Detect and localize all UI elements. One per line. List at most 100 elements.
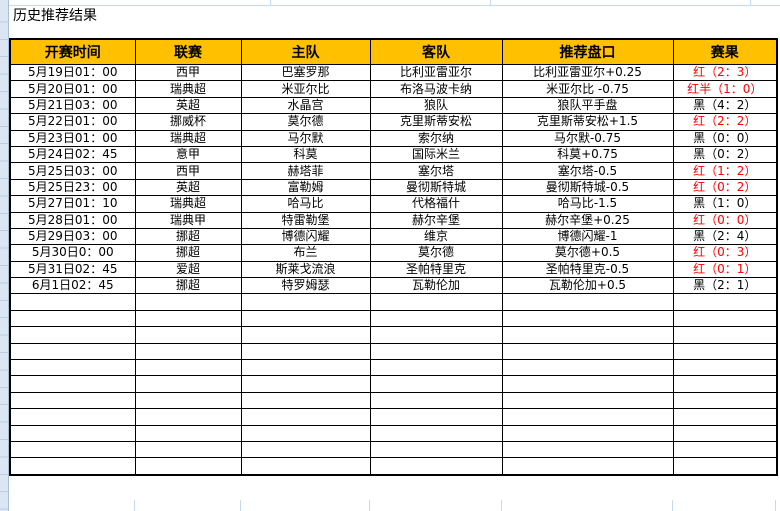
- empty-cell[interactable]: [672, 408, 778, 426]
- empty-cell[interactable]: [672, 309, 778, 328]
- cell-result[interactable]: 黑（0：2）: [672, 145, 778, 164]
- cell-result[interactable]: 黑（4：2）: [672, 96, 778, 115]
- empty-cell[interactable]: [501, 424, 674, 442]
- cell-handicap[interactable]: 哈马比-1.5: [501, 195, 674, 213]
- empty-cell[interactable]: [672, 293, 778, 311]
- empty-cell[interactable]: [672, 440, 778, 459]
- empty-cell[interactable]: [369, 326, 503, 344]
- cell-away-team[interactable]: 布洛马波卡纳: [369, 80, 503, 98]
- cell-handicap[interactable]: 米亚尔比 -0.75: [501, 80, 674, 98]
- column-header-handicap[interactable]: 推荐盘口: [501, 38, 674, 65]
- empty-cell[interactable]: [369, 359, 503, 377]
- empty-cell[interactable]: [134, 375, 242, 393]
- cell-kickoff-time[interactable]: 5月29日03：00: [9, 227, 136, 246]
- cell-home-team[interactable]: 巴塞罗那: [240, 63, 371, 82]
- cell-handicap[interactable]: 圣帕特里克-0.5: [501, 260, 674, 279]
- empty-cell[interactable]: [240, 457, 371, 476]
- empty-cell[interactable]: [134, 408, 242, 426]
- empty-cell[interactable]: [9, 375, 136, 393]
- empty-cell[interactable]: [369, 342, 503, 361]
- empty-cell[interactable]: [672, 424, 778, 442]
- empty-cell[interactable]: [240, 342, 371, 361]
- cell-handicap[interactable]: 莫尔德+0.5: [501, 244, 674, 262]
- empty-cell[interactable]: [501, 309, 674, 328]
- column-header-home-team[interactable]: 主队: [240, 38, 371, 65]
- cell-kickoff-time[interactable]: 5月28日01：00: [9, 211, 136, 229]
- cell-home-team[interactable]: 科莫: [240, 145, 371, 164]
- cell-league[interactable]: 西甲: [134, 162, 242, 180]
- cell-away-team[interactable]: 维京: [369, 227, 503, 246]
- cell-kickoff-time[interactable]: 5月22日01：00: [9, 113, 136, 131]
- cell-result[interactable]: 红半（1：0）: [672, 80, 778, 98]
- empty-cell[interactable]: [134, 440, 242, 459]
- cell-home-team[interactable]: 斯莱戈流浪: [240, 260, 371, 279]
- cell-result[interactable]: 黑（2：1）: [672, 277, 778, 295]
- cell-handicap[interactable]: 克里斯蒂安松+1.5: [501, 113, 674, 131]
- empty-cell[interactable]: [369, 293, 503, 311]
- cell-home-team[interactable]: 特罗姆瑟: [240, 277, 371, 295]
- empty-cell[interactable]: [9, 293, 136, 311]
- cell-away-team[interactable]: 瓦勒伦加: [369, 277, 503, 295]
- empty-cell[interactable]: [134, 326, 242, 344]
- empty-cell[interactable]: [9, 408, 136, 426]
- cell-kickoff-time[interactable]: 5月25日03：00: [9, 162, 136, 180]
- cell-kickoff-time[interactable]: 5月24日02：45: [9, 145, 136, 164]
- empty-cell[interactable]: [134, 424, 242, 442]
- empty-cell[interactable]: [240, 424, 371, 442]
- cell-kickoff-time[interactable]: 5月19日01：00: [9, 63, 136, 82]
- empty-cell[interactable]: [369, 391, 503, 410]
- cell-kickoff-time[interactable]: 5月30日0：00: [9, 244, 136, 262]
- column-header-kickoff-time[interactable]: 开赛时间: [9, 38, 136, 65]
- empty-cell[interactable]: [240, 309, 371, 328]
- empty-cell[interactable]: [501, 440, 674, 459]
- cell-home-team[interactable]: 米亚尔比: [240, 80, 371, 98]
- empty-cell[interactable]: [501, 391, 674, 410]
- empty-cell[interactable]: [134, 391, 242, 410]
- empty-cell[interactable]: [501, 375, 674, 393]
- empty-cell[interactable]: [134, 457, 242, 476]
- empty-cell[interactable]: [9, 440, 136, 459]
- empty-cell[interactable]: [369, 408, 503, 426]
- empty-cell[interactable]: [240, 440, 371, 459]
- cell-league[interactable]: 挪超: [134, 277, 242, 295]
- cell-result[interactable]: 红（2：2）: [672, 113, 778, 131]
- empty-cell[interactable]: [9, 457, 136, 476]
- cell-home-team[interactable]: 博德闪耀: [240, 227, 371, 246]
- cell-handicap[interactable]: 马尔默-0.75: [501, 129, 674, 147]
- cell-away-team[interactable]: 狼队: [369, 96, 503, 115]
- column-header-league[interactable]: 联赛: [134, 38, 242, 65]
- empty-cell[interactable]: [672, 342, 778, 361]
- cell-kickoff-time[interactable]: 5月25日23：00: [9, 178, 136, 197]
- cell-result[interactable]: 黑（0：0）: [672, 129, 778, 147]
- empty-cell[interactable]: [369, 309, 503, 328]
- empty-cell[interactable]: [672, 359, 778, 377]
- empty-cell[interactable]: [240, 408, 371, 426]
- empty-cell[interactable]: [672, 391, 778, 410]
- empty-cell[interactable]: [9, 359, 136, 377]
- cell-away-team[interactable]: 圣帕特里克: [369, 260, 503, 279]
- cell-league[interactable]: 西甲: [134, 63, 242, 82]
- cell-result[interactable]: 红（0：2）: [672, 178, 778, 197]
- cell-league[interactable]: 瑞典超: [134, 195, 242, 213]
- empty-cell[interactable]: [9, 326, 136, 344]
- cell-away-team[interactable]: 克里斯蒂安松: [369, 113, 503, 131]
- cell-handicap[interactable]: 博德闪耀-1: [501, 227, 674, 246]
- cell-home-team[interactable]: 赫塔菲: [240, 162, 371, 180]
- cell-handicap[interactable]: 瓦勒伦加+0.5: [501, 277, 674, 295]
- cell-league[interactable]: 瑞典超: [134, 129, 242, 147]
- empty-cell[interactable]: [672, 326, 778, 344]
- cell-result[interactable]: 黑（1：0）: [672, 195, 778, 213]
- cell-away-team[interactable]: 国际米兰: [369, 145, 503, 164]
- empty-cell[interactable]: [501, 359, 674, 377]
- cell-away-team[interactable]: 索尔纳: [369, 129, 503, 147]
- cell-handicap[interactable]: 科莫+0.75: [501, 145, 674, 164]
- empty-cell[interactable]: [240, 391, 371, 410]
- cell-away-team[interactable]: 塞尔塔: [369, 162, 503, 180]
- cell-result[interactable]: 红（0：0）: [672, 211, 778, 229]
- column-header-result[interactable]: 赛果: [672, 38, 778, 65]
- empty-cell[interactable]: [134, 293, 242, 311]
- empty-cell[interactable]: [501, 326, 674, 344]
- cell-result[interactable]: 红（0：3）: [672, 244, 778, 262]
- empty-cell[interactable]: [240, 375, 371, 393]
- cell-away-team[interactable]: 曼彻斯特城: [369, 178, 503, 197]
